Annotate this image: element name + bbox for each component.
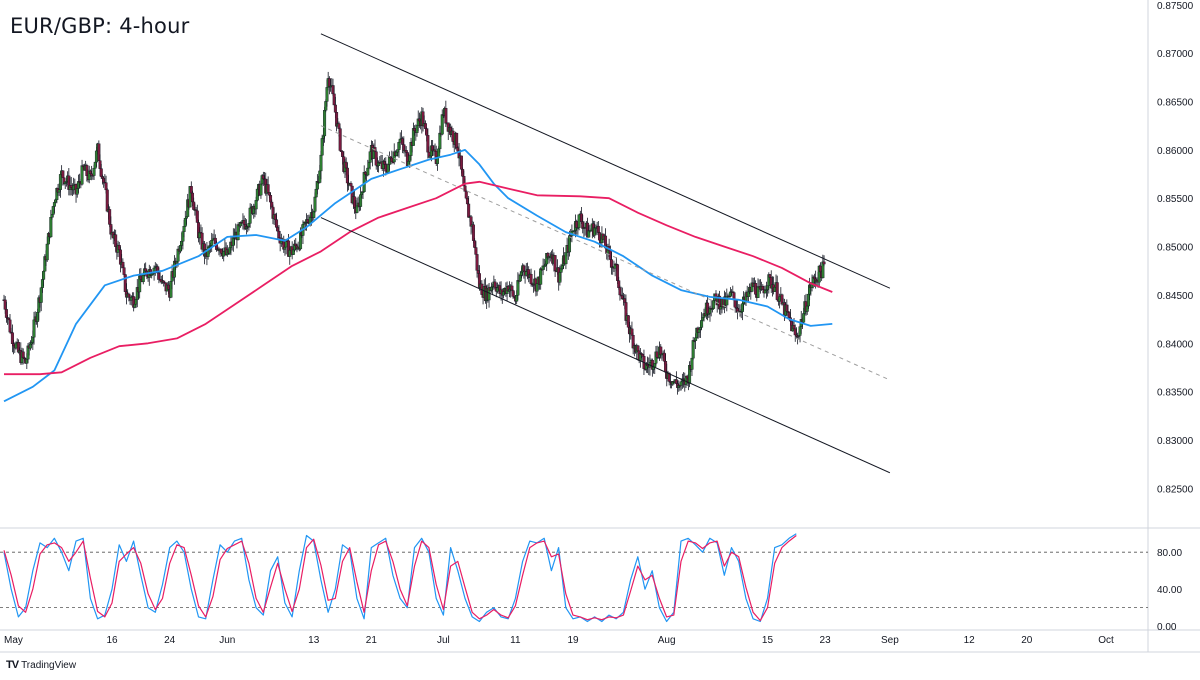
- candle-body: [122, 267, 126, 275]
- price-tick-label: 0.87500: [1157, 1, 1194, 12]
- candle-body: [333, 104, 337, 113]
- candle: [338, 126, 342, 152]
- time-tick-label: Aug: [658, 635, 676, 646]
- candle-body: [455, 132, 459, 148]
- stochastic-k-line: [3, 533, 797, 623]
- time-tick-label: 12: [964, 635, 976, 646]
- moving-average-fast-line: [3, 149, 833, 403]
- time-tick-label: Sep: [881, 635, 899, 646]
- brand-label: TradingView: [21, 659, 77, 671]
- candle-body: [338, 128, 342, 151]
- time-axis: May 16 24 Jun 13 21 Jul 11 19 Aug 15 23 Sep 12 20 Oct: [4, 635, 1114, 646]
- time-tick-label: 13: [308, 635, 320, 646]
- candle-body: [636, 345, 640, 352]
- price-axis: 0.87500 0.87000 0.86500 0.86000 0.85500 0.850…: [1157, 1, 1194, 495]
- time-tick-label: 21: [366, 635, 378, 646]
- tradingview-brand[interactable]: TV TradingView: [6, 659, 76, 671]
- time-tick-label: 15: [762, 635, 774, 646]
- oscillator-tick-label: 40.00: [1157, 585, 1182, 596]
- candle-body: [313, 196, 317, 212]
- candle-body: [182, 226, 186, 232]
- candle-body: [444, 108, 448, 124]
- candle-body: [61, 170, 65, 179]
- candle-body: [700, 320, 704, 328]
- price-tick-label: 0.85000: [1157, 243, 1194, 254]
- candle-body: [185, 216, 189, 219]
- candle-body: [822, 261, 826, 265]
- candle-body: [45, 243, 49, 261]
- price-tick-label: 0.85500: [1157, 194, 1194, 205]
- candle-body: [42, 270, 46, 280]
- time-tick-label: 20: [1021, 635, 1033, 646]
- stochastic-d-line: [3, 535, 797, 622]
- price-tick-label: 0.84500: [1157, 291, 1194, 302]
- channel-upper-line: [320, 33, 891, 289]
- candle-body: [52, 202, 56, 207]
- candle-body: [691, 340, 695, 359]
- price-tick-label: 0.83500: [1157, 388, 1194, 399]
- candle-body: [266, 184, 270, 193]
- oscillator-axis: 80.00 40.00 0.00: [1157, 548, 1182, 633]
- candle-body: [610, 259, 614, 268]
- candle-body: [254, 200, 258, 210]
- candle-body: [319, 154, 323, 172]
- channel-lower-line: [320, 217, 891, 474]
- candle-body: [366, 167, 370, 176]
- price-tick-label: 0.87000: [1157, 49, 1194, 60]
- time-tick-label: Oct: [1098, 635, 1114, 646]
- time-tick-label: Jul: [437, 635, 450, 646]
- time-tick-label: May: [4, 635, 23, 646]
- candle-body: [529, 273, 533, 284]
- price-tick-label: 0.86000: [1157, 146, 1194, 157]
- candle-body: [596, 225, 600, 233]
- time-tick-label: 24: [164, 635, 176, 646]
- candle-body: [323, 110, 327, 137]
- candle-body: [539, 268, 543, 285]
- candle-body: [694, 337, 698, 341]
- price-tick-label: 0.86500: [1157, 98, 1194, 109]
- candle-body: [210, 240, 214, 246]
- candle-body: [467, 203, 471, 218]
- candle-body: [259, 183, 263, 196]
- candle-body: [474, 247, 478, 255]
- price-tick-label: 0.82500: [1157, 484, 1194, 495]
- oscillator-tick-label: 80.00: [1157, 548, 1182, 559]
- time-tick-label: Jun: [219, 635, 235, 646]
- price-tick-label: 0.83000: [1157, 436, 1194, 447]
- time-tick-label: 16: [106, 635, 118, 646]
- tradingview-logo-icon: TV: [6, 659, 19, 671]
- candle-body: [92, 167, 96, 176]
- candle-body: [49, 217, 53, 238]
- candle: [822, 255, 826, 267]
- candle-body: [464, 191, 468, 199]
- time-tick-label: 19: [567, 635, 579, 646]
- oscillator-tick-label: 0.00: [1157, 622, 1177, 633]
- candle-body: [459, 155, 463, 170]
- chart-title: EUR/GBP: 4-hour: [10, 14, 190, 38]
- candle: [80, 159, 84, 186]
- time-tick-label: 11: [510, 635, 521, 646]
- price-tick-label: 0.84000: [1157, 339, 1194, 350]
- time-tick-label: 23: [820, 635, 832, 646]
- candle: [553, 255, 557, 277]
- moving-average-slow-line: [4, 180, 833, 376]
- candle-body: [349, 183, 353, 187]
